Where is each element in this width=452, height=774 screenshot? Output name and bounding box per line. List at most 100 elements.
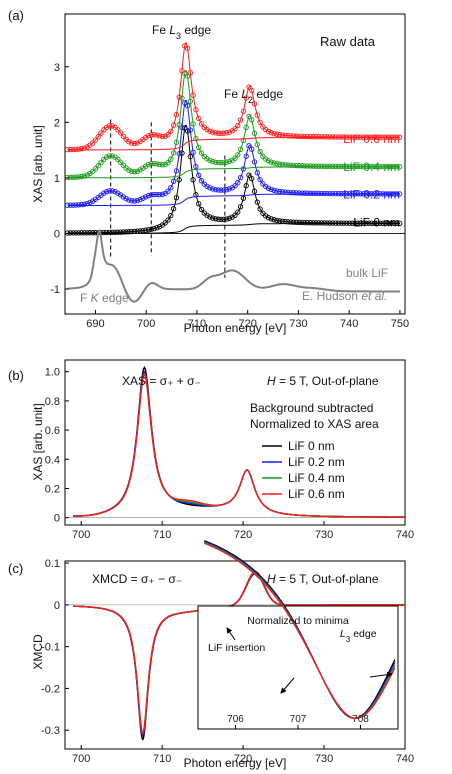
panel-a-point (371, 220, 378, 226)
panel-c-label: (c) (8, 561, 23, 576)
panel-a-point (285, 162, 291, 168)
panel-a-series-3 (64, 42, 403, 153)
panel-a-point (332, 163, 339, 170)
panel-a-point (237, 204, 244, 210)
panel-a-point (346, 220, 353, 226)
panel-a-point (154, 161, 160, 167)
panel-a-point (335, 163, 341, 170)
panel-a-point (313, 190, 319, 197)
panel-a-point (190, 177, 196, 183)
panel-a-point (254, 199, 260, 205)
panel-a-point (140, 195, 146, 201)
panel-a-point (193, 107, 199, 113)
panel-c-ylabel: XMCD (31, 634, 45, 670)
panel-a-point (90, 230, 96, 236)
panel-a-point (143, 163, 149, 169)
panel-a-point (156, 161, 163, 168)
fe-l2-suffix: edge (253, 87, 283, 101)
panel-a-point (254, 112, 260, 118)
panel-a-point (126, 139, 132, 145)
panel-a-point (182, 70, 188, 77)
panel-a-point (302, 190, 308, 196)
f-k-edge-label: F K edge (80, 291, 129, 305)
panel-a-xtick-label: 740 (340, 318, 358, 330)
panel-a-point (143, 194, 149, 200)
panel-a-point (109, 229, 115, 235)
panel-a-point (282, 132, 288, 139)
panel-a-point (226, 158, 233, 165)
panel-a-point (324, 220, 330, 226)
panel-a-series-1 (64, 99, 403, 208)
inset-series-line (204, 542, 396, 719)
panel-a-ytick-label: -1 (50, 284, 60, 296)
panel-a-point (332, 134, 339, 140)
panel-b-xtick-label: 740 (396, 529, 414, 541)
panel-a-point (73, 174, 79, 180)
panel-a-point (310, 220, 316, 226)
inset-title-2: L3 edge (340, 628, 377, 644)
panel-a-point (299, 219, 305, 226)
panel-a-point (126, 167, 132, 173)
panel-a-point (112, 188, 118, 195)
panel-a-point (277, 218, 283, 224)
panel-a-point (210, 129, 216, 135)
panel-a-point (341, 191, 347, 197)
panel-a-point (207, 214, 213, 220)
panel-a-point (357, 163, 364, 170)
panel-a-point (343, 191, 350, 197)
panel-a-point (168, 128, 174, 134)
panel-a-series-2 (64, 70, 403, 181)
panel-a-point (313, 134, 319, 140)
panel-a-point (137, 196, 143, 203)
panel-a-point (173, 195, 180, 201)
panel-a-point (324, 134, 330, 140)
panel-a-point (265, 185, 272, 191)
panel-a-point (70, 146, 76, 153)
panel-a-point (277, 161, 283, 167)
panel-a-point (257, 119, 263, 125)
panel-a-point (90, 140, 96, 146)
panel-a-point (210, 215, 216, 221)
inset-xtick-label: 708 (352, 714, 369, 725)
panel-a-point (159, 162, 166, 168)
panel-a-point (296, 219, 302, 226)
panel-a-point (76, 202, 82, 208)
panel-a-point (129, 198, 135, 204)
panel-a-point (304, 163, 311, 169)
raw-data-label: Raw data (320, 34, 376, 49)
panel-a-point (366, 163, 372, 170)
panel-a-point (304, 133, 311, 140)
panel-a-point (285, 133, 291, 139)
panel-a-point (394, 164, 400, 170)
panel-a-frame (64, 13, 406, 315)
panel-a-point (131, 228, 138, 235)
panel-a-point (176, 150, 182, 157)
panel-a-point (140, 227, 146, 234)
panel-a-point (64, 202, 71, 208)
panel-a-point (232, 212, 238, 218)
panel-b-series-line (73, 366, 405, 518)
panel-a-point (184, 103, 191, 109)
panel-a-point (103, 154, 110, 160)
panel-a-point (271, 187, 277, 194)
panel-a-point (84, 230, 90, 236)
panel-a-point (120, 229, 127, 235)
panel-a-point (374, 220, 380, 226)
panel-a-point (221, 130, 227, 136)
panel-a-point (151, 225, 157, 232)
panel-a-point (103, 229, 110, 236)
panel-a-point (70, 202, 76, 208)
panel-a-point (260, 181, 266, 187)
panel-a-point (120, 194, 127, 200)
panel-a-point (383, 191, 389, 197)
panel-a-point (73, 230, 79, 236)
panel-a-point (246, 172, 252, 178)
panel-a-point (369, 163, 375, 170)
panel-a-point (165, 217, 171, 223)
panel-a-point (237, 117, 244, 123)
panel-a-point (279, 132, 286, 138)
panel-a-point (221, 159, 227, 166)
panel-b-ylabel: XAS [arb. unit] (31, 403, 45, 480)
panel-a-point (212, 216, 219, 222)
panel-a-point (179, 95, 185, 101)
